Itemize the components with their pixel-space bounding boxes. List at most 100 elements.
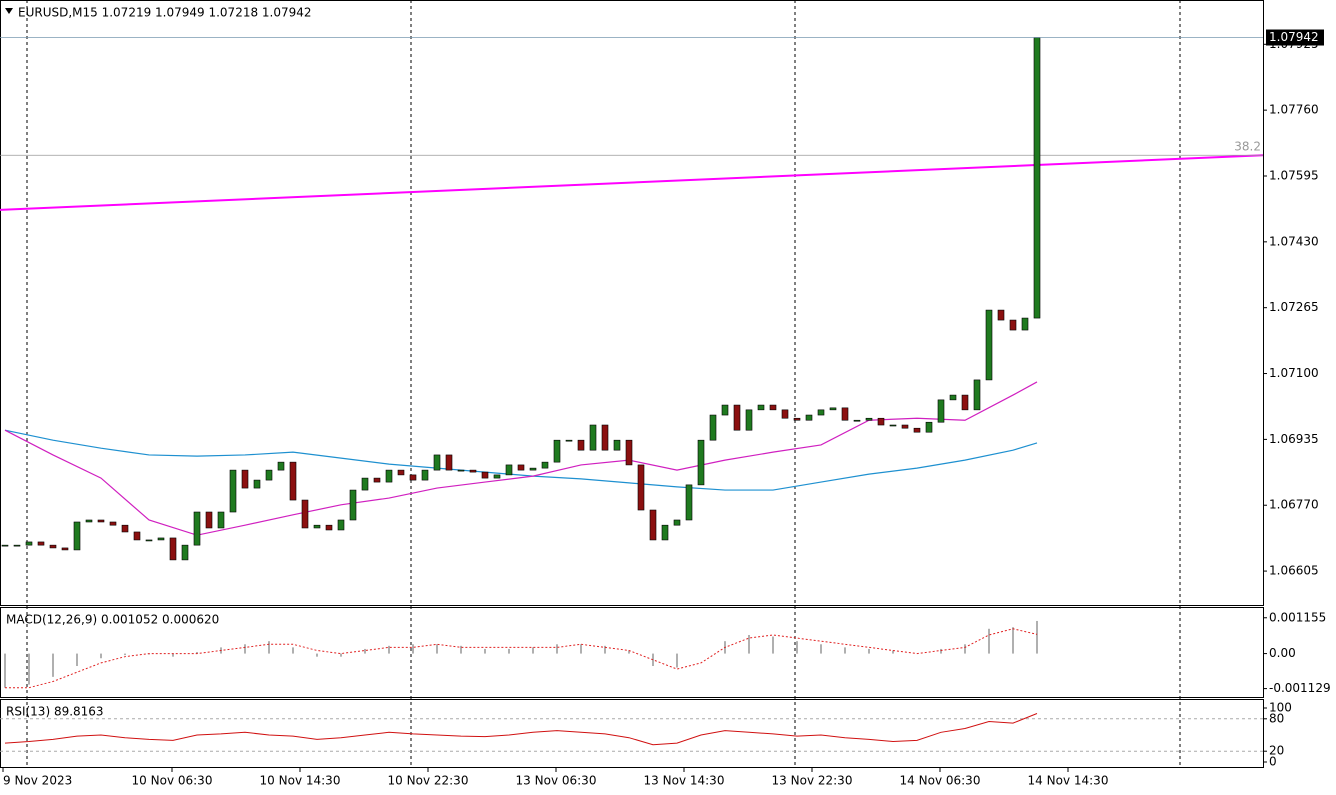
candle [529,467,537,471]
candle [325,524,333,531]
y-tick-label: -0.001129 [1269,681,1331,695]
candle [601,424,609,451]
collapse-arrow[interactable] [5,8,13,14]
candle [733,404,741,431]
x-tick-label: 13 Nov 22:30 [772,774,853,788]
candle [229,469,237,513]
y-tick-label: 1.07430 [1269,234,1319,248]
candle [517,464,525,471]
candle [841,407,849,421]
candle [577,439,585,451]
candle [709,414,717,441]
y-tick-label: 1.06935 [1269,432,1319,446]
x-tick-label: 13 Nov 06:30 [516,774,597,788]
candle [301,499,309,529]
y-tick-label: 100 [1269,701,1292,715]
candle [373,477,381,483]
candle [805,414,813,421]
candle [133,531,141,541]
candle [181,544,189,561]
candle [409,474,417,481]
y-tick-label: 1.07760 [1269,103,1319,117]
candle [337,519,345,531]
y-tick-label: 1.06605 [1269,564,1319,578]
candle [649,509,657,541]
candle [121,524,129,533]
macd-title: MACD(12,26,9) 0.001052 0.000620 [6,613,219,627]
candle [445,454,453,471]
candle [1,544,9,547]
x-tick-label: 10 Nov 22:30 [388,774,469,788]
fib-label: 38.2 [1234,140,1261,154]
candle [673,519,681,526]
candle [433,454,441,471]
candle [469,469,477,473]
candle [937,399,945,423]
y-tick-label: 80 [1269,711,1284,725]
candle [241,469,249,489]
candle [985,309,993,381]
price-box-label: 1.07942 [1269,30,1319,44]
candle [493,474,501,479]
candle [877,417,885,426]
candle [457,469,465,472]
candle [313,524,321,529]
candle [481,471,489,479]
candle [385,469,393,483]
candle [793,417,801,421]
candle [61,547,69,551]
trendline [0,154,1264,211]
moving-average [4,381,1038,536]
candle [265,469,273,481]
candle [925,421,933,433]
y-tick-label: 1.07100 [1269,366,1319,380]
candle [997,309,1005,321]
candle [817,409,825,416]
candle [205,511,213,529]
candle [829,407,837,411]
candle [913,427,921,433]
rsi-title: RSI(13) 89.8163 [6,705,104,719]
candle [541,461,549,469]
candle [253,479,261,489]
candle [661,524,669,541]
candle [397,469,405,476]
candle [49,544,57,549]
y-tick-label: 1.07265 [1269,300,1319,314]
candle [217,511,225,529]
x-tick-label: 9 Nov 2023 [3,774,72,788]
y-tick-label: 20 [1269,744,1284,758]
candle [361,477,369,491]
candle [745,409,753,431]
macd-pane [0,607,1264,698]
candle [145,539,153,542]
candle [685,484,693,521]
candle [757,404,765,411]
candle [865,417,873,421]
y-tick-label: 1.07595 [1269,168,1319,182]
y-tick-label: 0.001155 [1269,610,1326,624]
macd-signal [5,628,1038,689]
candle [1021,317,1029,331]
candle [193,511,201,546]
candle [781,409,789,419]
rsi-pane [0,699,1264,768]
candle [421,469,429,481]
candle [277,461,285,471]
candle [889,424,897,427]
y-tick-label: 0.00 [1269,646,1296,660]
price-box [1266,29,1324,46]
candle [769,404,777,411]
candle [505,464,513,476]
candle [1009,319,1017,331]
candle [613,439,621,451]
rsi-line [4,713,1038,746]
candle [73,521,81,551]
main-pane [0,0,1264,606]
candle [721,404,729,416]
candle [157,537,165,541]
symbol-header: EURUSD,M15 1.07219 1.07949 1.07218 1.079… [18,6,312,20]
candle [973,379,981,411]
